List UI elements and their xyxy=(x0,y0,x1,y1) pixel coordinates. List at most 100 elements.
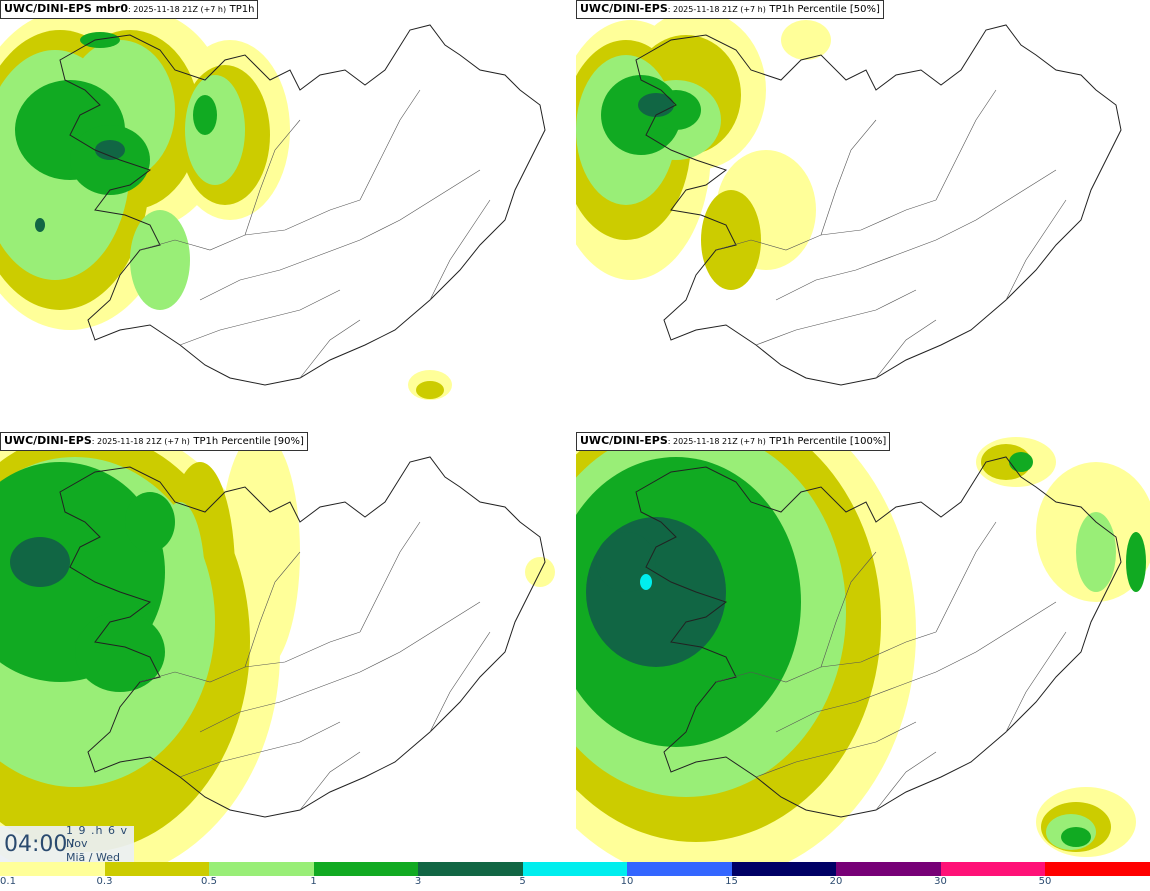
border-line xyxy=(359,89,421,201)
precip-area-medium xyxy=(185,75,245,185)
border-line xyxy=(935,89,997,201)
precip-area-moderate xyxy=(416,381,444,399)
map-panel-p50: UWC/DINI-EPS: 2025-11-18 21Z (+7 h) TP1h… xyxy=(576,0,1150,430)
legend-tick-label: 20 xyxy=(829,876,843,887)
legend-tick-label: 10 xyxy=(620,876,634,887)
valid-time: 04:00 xyxy=(4,832,68,857)
parameter-label: TP1h xyxy=(229,4,255,15)
border-line xyxy=(244,551,301,668)
parameter-label: TP1h Percentile [100%] xyxy=(769,436,887,447)
coastline xyxy=(635,24,1122,386)
legend-color-segment xyxy=(522,862,628,876)
legend-color-segment xyxy=(731,862,837,876)
precip-area-medium xyxy=(1076,512,1116,592)
border-line xyxy=(875,319,937,379)
border-line xyxy=(199,601,481,733)
model-label: UWC/DINI-EPS mbr0 xyxy=(4,2,128,15)
map-panel-p90: UWC/DINI-EPS: 2025-11-18 21Z (+7 h) TP1h… xyxy=(0,432,574,862)
precip-area-very-heavy xyxy=(35,218,45,232)
border-line xyxy=(875,751,937,811)
map-panel-p100: UWC/DINI-EPS: 2025-11-18 21Z (+7 h) TP1h… xyxy=(576,432,1150,862)
precip-layer xyxy=(0,10,452,400)
legend-color-segment xyxy=(313,862,419,876)
border-line xyxy=(244,119,301,236)
legend-color-segment xyxy=(0,862,105,876)
border-line xyxy=(429,631,491,733)
border-line xyxy=(1005,631,1067,733)
legend-color-segment xyxy=(627,862,732,876)
border-line xyxy=(179,289,341,346)
parameter-label: TP1h Percentile [50%] xyxy=(769,4,880,15)
border-line xyxy=(1005,199,1067,301)
legend-tick-label: 0.5 xyxy=(201,876,217,887)
precip-area-heavy xyxy=(193,95,217,135)
precip-area-light xyxy=(781,20,831,60)
legend-tick-label: 5 xyxy=(519,876,526,887)
border-line xyxy=(775,169,1057,301)
precipitation-map xyxy=(0,10,546,400)
legend-color-segment xyxy=(209,862,314,876)
model-label: UWC/DINI-EPS xyxy=(580,2,668,15)
run-date: : 2025-11-18 21Z (+7 h) xyxy=(667,5,766,14)
legend-color-segment xyxy=(104,862,210,876)
panel-title: UWC/DINI-EPS mbr0: 2025-11-18 21Z (+7 h)… xyxy=(0,0,259,19)
precip-area-very-heavy xyxy=(596,532,656,592)
border-line xyxy=(299,319,361,379)
legend-tick-label: 1 xyxy=(310,876,317,887)
precipitation-legend: 0.1 0.3 0.5 1 3 5 10 15 20 30 50 xyxy=(0,862,1150,891)
precip-area-heavy xyxy=(1126,532,1146,592)
panel-title: UWC/DINI-EPS: 2025-11-18 21Z (+7 h) TP1h… xyxy=(0,432,308,451)
panel-title: UWC/DINI-EPS: 2025-11-18 21Z (+7 h) TP1h… xyxy=(576,432,891,451)
precip-layer xyxy=(576,10,831,290)
border-line xyxy=(179,721,341,778)
precip-area-moderate xyxy=(701,190,761,290)
legend-color-segment xyxy=(836,862,941,876)
coastline xyxy=(59,24,546,386)
precip-area-heavy xyxy=(75,612,165,692)
valid-time-clock: 04:00 1 9 .h 6 v ./ Nov Miã / Wed xyxy=(0,824,134,864)
coastline xyxy=(635,456,1122,818)
valid-date-line: 1 9 .h 6 v ./ xyxy=(66,824,128,850)
precip-area-heavy xyxy=(125,492,175,552)
panel-title: UWC/DINI-EPS: 2025-11-18 21Z (+7 h) TP1h… xyxy=(576,0,884,19)
legend-tick-label: 0.3 xyxy=(96,876,113,887)
border-line xyxy=(820,551,877,668)
border-line xyxy=(755,289,917,346)
model-label: UWC/DINI-EPS xyxy=(580,434,668,447)
precip-layer xyxy=(576,432,1150,862)
legend-tick-label: 15 xyxy=(725,876,738,887)
precip-area-heavy xyxy=(1061,827,1091,847)
border-line xyxy=(429,199,491,301)
legend-tick-label: 30 xyxy=(934,876,947,887)
border-line xyxy=(359,521,421,633)
precip-area-heavy xyxy=(1009,452,1033,472)
coastline xyxy=(59,456,546,818)
border-line xyxy=(299,751,361,811)
precip-area-very-heavy xyxy=(10,537,70,587)
precipitation-map xyxy=(576,10,1122,386)
precip-area-very-heavy xyxy=(638,93,674,117)
run-date: : 2025-11-18 21Z (+7 h) xyxy=(91,437,190,446)
precip-area-medium xyxy=(130,210,190,310)
valid-month: Nov xyxy=(66,837,88,850)
model-label: UWC/DINI-EPS xyxy=(4,434,92,447)
legend-tick-label: 50 xyxy=(1038,876,1052,887)
parameter-label: TP1h Percentile [90%] xyxy=(193,436,304,447)
valid-weekday: Miã / Wed xyxy=(66,851,120,864)
legend-color-segment xyxy=(940,862,1046,876)
border-line xyxy=(775,601,1057,733)
legend-color-segment xyxy=(1045,862,1150,876)
border-line xyxy=(935,521,997,633)
legend-color-segment xyxy=(418,862,523,876)
run-date: : 2025-11-18 21Z (+7 h) xyxy=(667,437,766,446)
precipitation-map xyxy=(0,432,555,862)
run-date: : 2025-11-18 21Z (+7 h) xyxy=(128,5,227,14)
legend-tick-label: 0.1 xyxy=(0,876,16,887)
map-panel-mbr0: UWC/DINI-EPS mbr0: 2025-11-18 21Z (+7 h)… xyxy=(0,0,574,430)
precipitation-map xyxy=(576,432,1150,862)
precip-layer xyxy=(0,432,555,862)
precip-area-extreme xyxy=(640,574,652,590)
precip-area-very-heavy xyxy=(95,140,125,160)
precip-area-heavy xyxy=(80,32,120,48)
border-line xyxy=(755,721,917,778)
